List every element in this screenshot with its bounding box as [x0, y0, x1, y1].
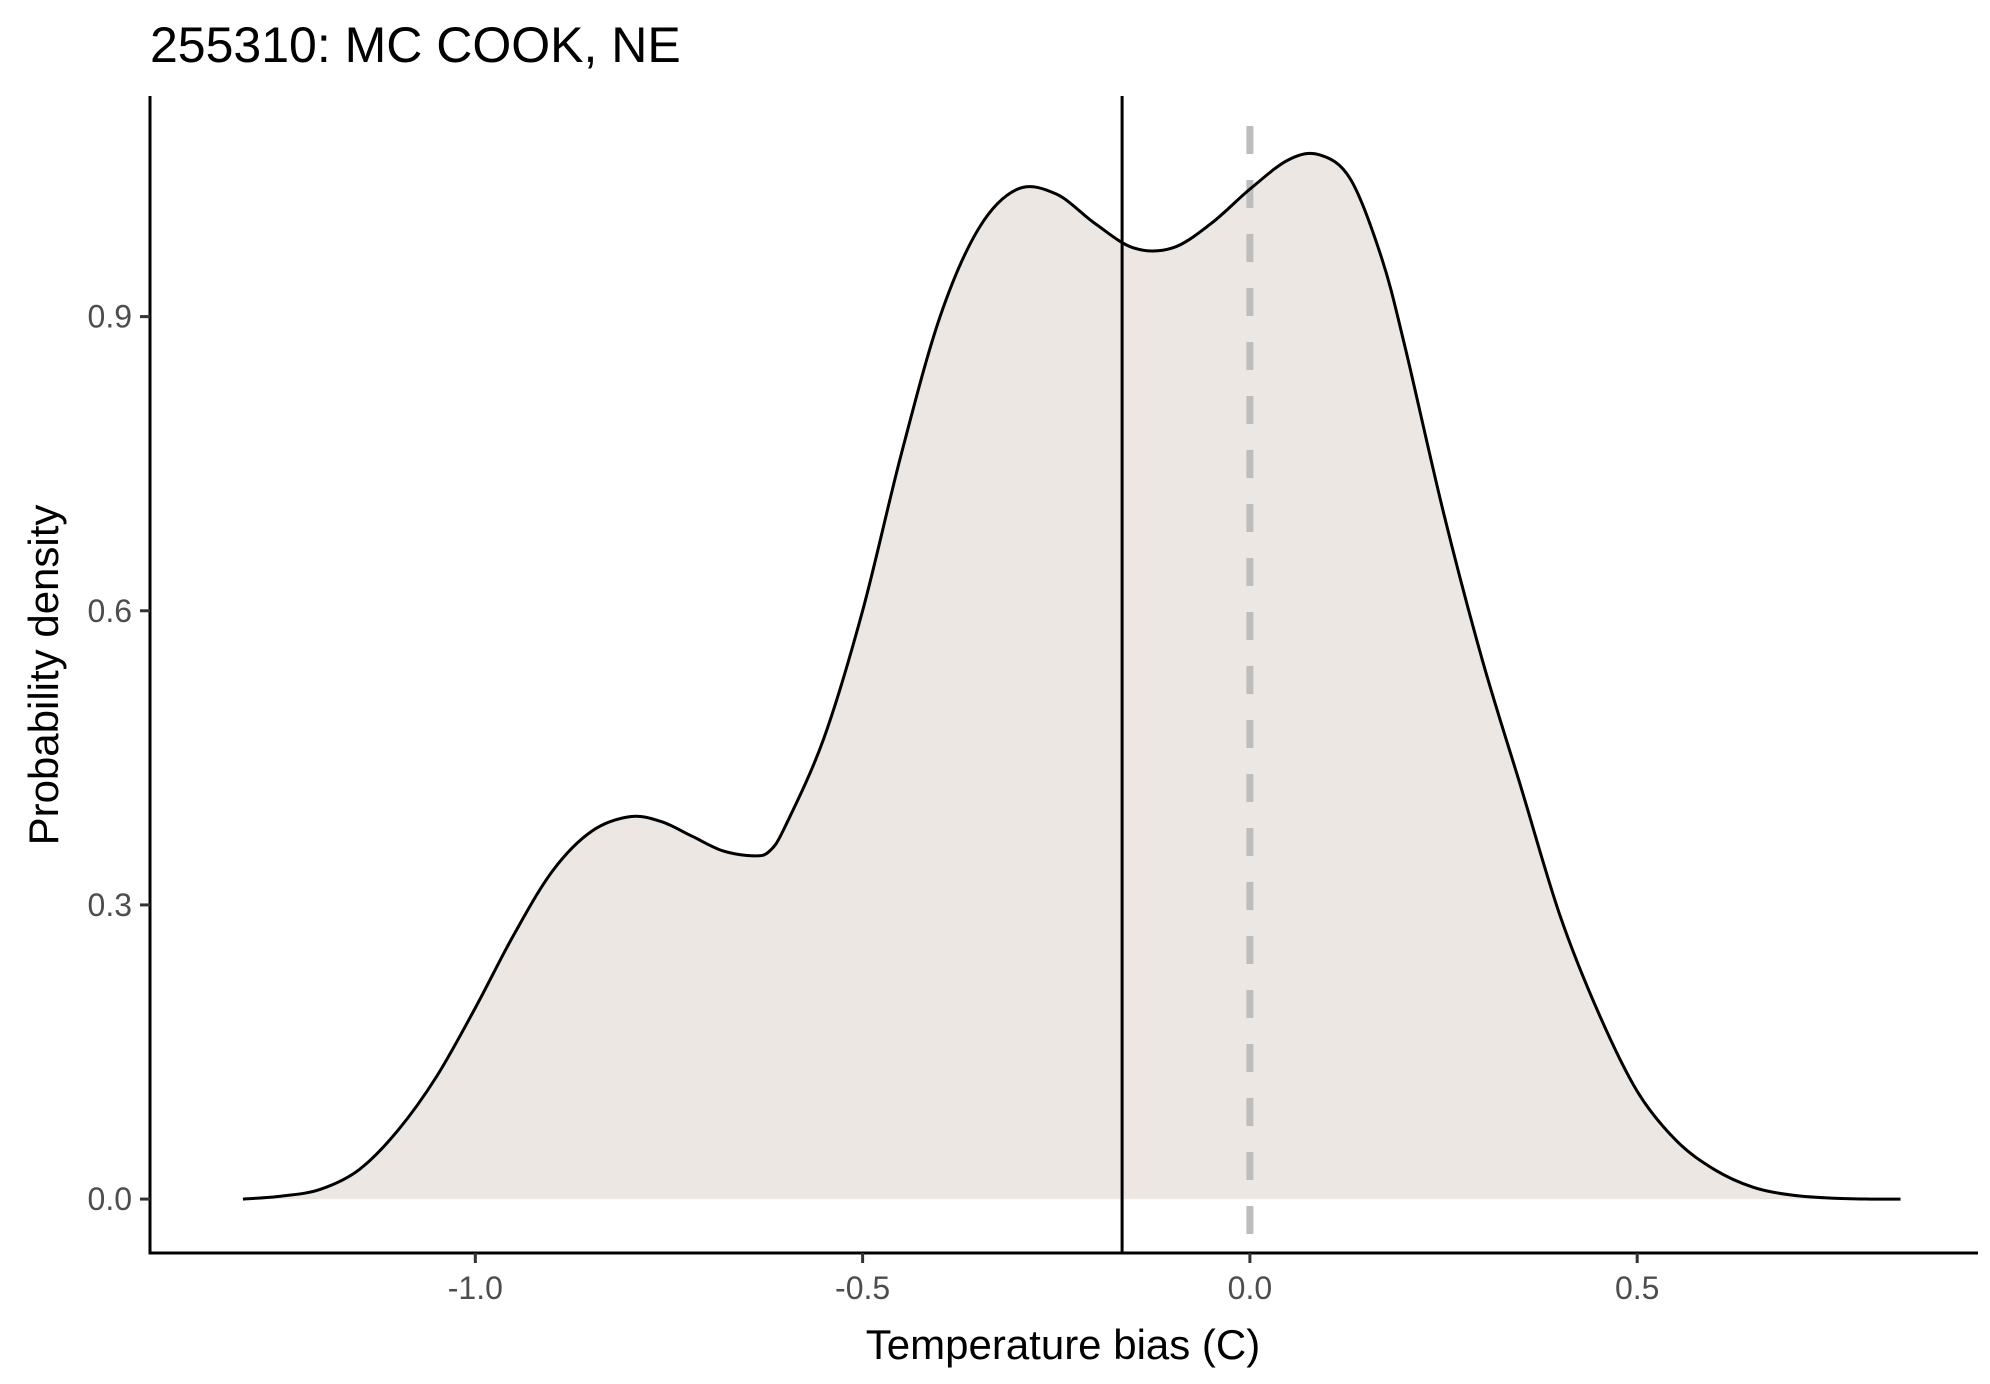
y-axis-title: Probability density — [20, 505, 67, 846]
y-tick-label: 0.3 — [88, 887, 132, 923]
x-tick-label: 0.5 — [1615, 1270, 1659, 1306]
x-tick-label: -0.5 — [835, 1270, 890, 1306]
y-axis-ticks: 0.0 0.3 0.6 0.9 — [88, 299, 150, 1217]
density-fill-area — [242, 153, 1901, 1200]
y-tick-label: 0.0 — [88, 1181, 132, 1217]
x-axis-ticks: -1.0 -0.5 0.0 0.5 — [448, 1253, 1659, 1306]
y-tick-label: 0.6 — [88, 593, 132, 629]
x-tick-label: 0.0 — [1228, 1270, 1272, 1306]
x-tick-label: -1.0 — [448, 1270, 503, 1306]
x-axis-title: Temperature bias (C) — [866, 1321, 1260, 1368]
y-tick-label: 0.9 — [88, 299, 132, 335]
plot-area — [242, 96, 1901, 1253]
chart-title: 255310: MC COOK, NE — [150, 17, 681, 73]
axes: -1.0 -0.5 0.0 0.5 0.0 0.3 0.6 0.9 — [88, 96, 1978, 1306]
density-curve — [242, 151, 1901, 1201]
